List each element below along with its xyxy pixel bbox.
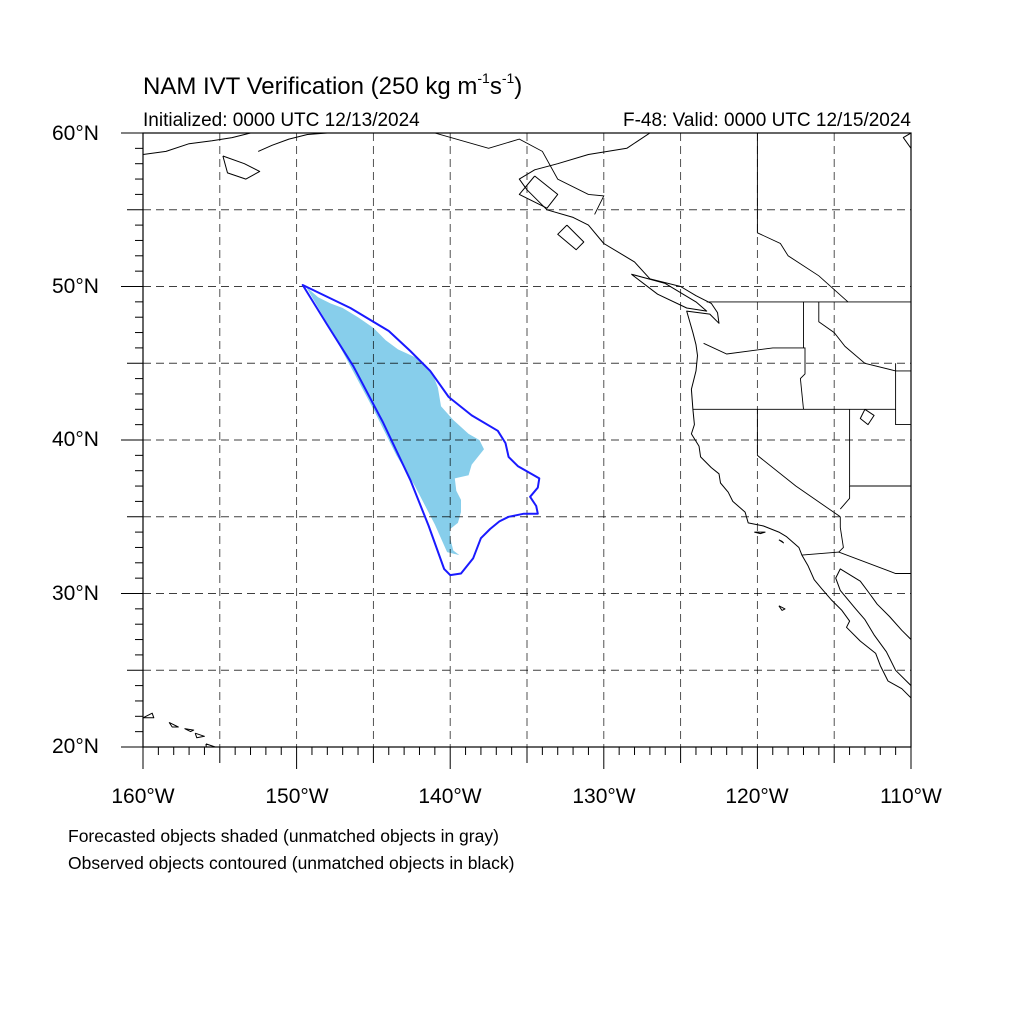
graticule — [143, 133, 911, 747]
coastline — [754, 531, 766, 535]
lon-label-120w: 120°W — [725, 785, 789, 808]
observed-contour-layer — [301, 284, 541, 577]
political-border — [849, 409, 911, 487]
coastline-layer — [143, 133, 911, 747]
lon-label-140w: 140°W — [418, 785, 482, 808]
political-border — [895, 363, 911, 426]
political-border — [838, 516, 844, 553]
coastline — [194, 732, 205, 739]
forecast-note: Forecasted objects shaded (unmatched obj… — [68, 826, 499, 846]
coastline — [222, 155, 261, 180]
political-border — [756, 133, 849, 303]
political-border — [703, 342, 806, 410]
valid-time: F-48: Valid: 0000 UTC 12/15/2024 — [623, 110, 911, 131]
coastline — [143, 712, 155, 719]
coastline — [257, 133, 328, 152]
coastline — [778, 539, 784, 544]
map-frame — [121, 132, 912, 769]
coastline — [778, 605, 786, 611]
forecast-object-shade — [305, 286, 484, 556]
coastline — [518, 175, 559, 209]
coastline — [518, 133, 911, 699]
political-border — [434, 133, 605, 215]
coastline — [902, 133, 911, 149]
observed-object-contour — [301, 284, 541, 577]
observed-note: Observed objects contoured (unmatched ob… — [68, 853, 515, 873]
coastline — [557, 224, 585, 251]
lat-label-30: 30°N — [52, 582, 99, 605]
political-border — [818, 301, 911, 372]
chart-title: NAM IVT Verification (250 kg m-1s-1) — [143, 70, 523, 100]
coastline — [631, 273, 708, 312]
lon-label-160w: 160°W — [111, 785, 175, 808]
forecast-object-layer — [305, 286, 484, 556]
coastline — [835, 568, 911, 686]
lon-label-110w: 110°W — [880, 785, 942, 808]
lat-label-50: 50°N — [52, 275, 99, 298]
initialized-time: Initialized: 0000 UTC 12/13/2024 — [143, 110, 420, 131]
lat-label-20: 20°N — [52, 735, 99, 758]
coastline — [143, 133, 251, 155]
political-border — [801, 551, 911, 574]
political-border — [756, 409, 841, 518]
coastline — [168, 721, 179, 728]
lat-label-60: 60°N — [52, 122, 99, 145]
coastline — [184, 728, 195, 733]
lon-label-150w: 150°W — [265, 785, 329, 808]
coastline — [859, 408, 875, 426]
lat-label-40: 40°N — [52, 428, 99, 451]
lon-label-130w: 130°W — [572, 785, 636, 808]
political-border — [839, 486, 851, 510]
